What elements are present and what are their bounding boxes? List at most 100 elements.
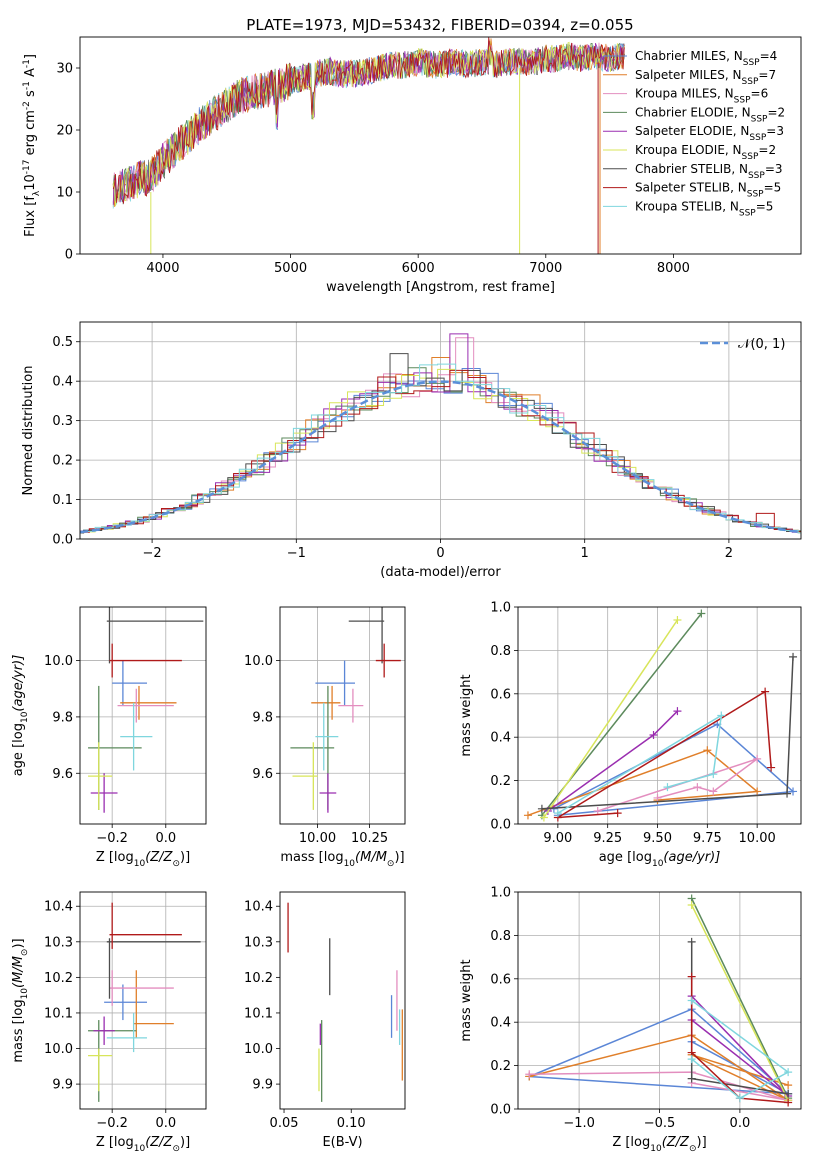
legend-label-7-part: SSP (747, 190, 764, 200)
marker-6-0 (687, 937, 696, 946)
z-mass-panel-x-label-part: 10 (134, 1144, 146, 1154)
ebv-mass-panel-x-label-part: E(B-V) (322, 1135, 362, 1150)
spectrum-y-label-part: s (23, 90, 38, 101)
ebv-mass-panel-x-label: E(B-V) (322, 1135, 362, 1150)
z-weight-panel-y-label-part: mass weight (459, 959, 474, 1041)
marker-8-2 (717, 711, 726, 720)
legend-label-7: Salpeter STELIB, NSSP=5 (635, 181, 781, 200)
spectrum-y-label-part: λ (32, 190, 42, 196)
legend-label-0: Chabrier MILES, NSSP=4 (635, 49, 777, 68)
z-weight-panel-x-label: Z [log10(Z/Z⊙)] (612, 1135, 706, 1154)
z-weight-panel-x-label-part: 10 (650, 1144, 662, 1154)
legend-label-6: Chabrier STELIB, NSSP=3 (635, 162, 783, 181)
legend-label-7-part: =5 (764, 181, 782, 195)
y-tick-label-3: 0.6 (490, 972, 511, 987)
age-weight-panel-series-5 (543, 619, 679, 818)
histogram-x-label-part: (data-model)/error (380, 565, 501, 580)
y-tick-label-1: 10.0 (44, 1042, 73, 1057)
y-tick-label-0: 0.0 (490, 1103, 511, 1118)
z-mass-panel-y-label-part: ⊙ (20, 949, 30, 957)
axes-frame (79, 606, 207, 825)
histogram-bars (80, 333, 801, 534)
y-tick-label-3: 10.2 (44, 971, 73, 986)
spectrum-title: PLATE=1973, MJD=53432, FIBERID=0394, z=0… (246, 16, 633, 34)
legend-label-3-part: Chabrier ELODIE, N (635, 105, 751, 119)
marker-8-3 (687, 996, 696, 1005)
marker-2-4 (593, 806, 602, 815)
legend-label-2-part: =6 (751, 87, 769, 101)
legend-label-3: Chabrier ELODIE, NSSP=2 (635, 105, 785, 124)
legend-label-8-part: Kroupa STELIB, N (635, 199, 739, 213)
x-tick-label-0: 4000 (146, 261, 179, 276)
z-mass-panel-y-label-part: )] (11, 938, 26, 948)
z-weight-panel-series-5 (691, 904, 789, 1101)
marker-4-2 (673, 707, 682, 716)
spectrum-x-label: wavelength [Angstrom, rest frame] (326, 280, 555, 295)
legend-label-0-part: SSP (743, 58, 760, 68)
x-tick-label-0: −0.2 (96, 831, 128, 846)
marker-8-1 (709, 770, 718, 779)
x-tick-label-0: −1.0 (563, 1116, 595, 1131)
mass-age-panel-errorbars (290, 607, 401, 813)
y-tick-label-3: 10.2 (244, 971, 273, 986)
marker-6-2 (784, 1089, 793, 1098)
y-tick-label-5: 1.0 (490, 601, 511, 616)
spectrum-y-label-part: erg cm (23, 110, 38, 159)
marker-8-0 (687, 1055, 696, 1064)
x-tick-label-1: 10.25 (351, 831, 388, 846)
marker-2-0 (525, 1070, 534, 1079)
legend-label-0-part: =4 (760, 49, 778, 63)
age-weight-panel-y-label-part: mass weight (459, 674, 474, 756)
histogram-y-label-part: Normed distribution (21, 366, 36, 496)
marker-1-1 (703, 746, 712, 755)
marker-1-0 (523, 811, 532, 820)
y-tick-label-0: 9.6 (252, 767, 273, 782)
marker-7-0 (613, 809, 622, 818)
x-tick-label-4: 8000 (657, 261, 690, 276)
spectrum-y-label-part: 10 (23, 174, 38, 191)
y-tick-label-1: 0.2 (490, 774, 511, 789)
spectrum-y-label-part: -1 (22, 59, 32, 68)
z-age-panel-y-label: age [log10(age/yr)] (11, 655, 30, 777)
z-mass-panel-x-label-part: Z [log (96, 1135, 134, 1150)
marker-7-2 (761, 687, 770, 696)
histogram-series-6 (80, 353, 801, 534)
y-tick-label-0: 9.6 (52, 767, 73, 782)
z-mass-panel-y-label-part: mass [log (11, 999, 26, 1062)
age-weight-panel-series-1 (527, 749, 760, 817)
y-tick-label-0: 0.0 (52, 533, 73, 548)
legend-label-5: Kroupa ELODIE, NSSP=2 (635, 143, 776, 162)
marker-8-0 (663, 783, 672, 792)
marker-7-0 (687, 972, 696, 981)
age-weight-panel-x-label-part: 10 (652, 859, 664, 869)
marker-2-3 (753, 754, 762, 763)
legend-label-1-part: =7 (758, 68, 776, 82)
y-tick-label-1: 0.1 (52, 493, 73, 508)
legend-label-4-part: SSP (749, 133, 766, 143)
histogram-series-4 (80, 333, 801, 533)
age-weight-panel: 9.00 9.25 9.50 9.75 10.00 0.0 0.2 0.4 0.6 0.8 1.0 a… (459, 601, 802, 869)
x-tick-label-3: 9.75 (693, 831, 722, 846)
z-weight-panel-series-3 (691, 898, 789, 1099)
age-weight-panel-y-label: mass weight (459, 674, 474, 756)
x-tick-label-2: 0 (436, 546, 444, 561)
y-tick-label-1: 0.2 (490, 1059, 511, 1074)
axes-frame (79, 891, 207, 1110)
spectrum-y-label-part: -17 (22, 160, 32, 175)
spectrum-y-label: Flux [fλ10-17 erg cm-2 s-1 A-1] (22, 54, 42, 237)
z-age-panel-errorbars (88, 607, 204, 813)
x-tick-label-1: 0.10 (337, 1116, 366, 1131)
axes-frame (279, 606, 406, 825)
y-tick-label-2: 20 (56, 124, 73, 139)
histogram-panel: −2 −1 0 1 2 0.0 0.1 0.2 0.3 0.4 0.5 𝒩(0, 1) (data-mo… (21, 321, 802, 580)
x-tick-label-1: −0.5 (644, 1116, 676, 1131)
z-mass-panel-errorbars (88, 902, 201, 1102)
age-weight-panel-series-8 (557, 714, 723, 814)
y-tick-label-5: 1.0 (490, 886, 511, 901)
z-mass-panel-x-label-part: (Z/Z (145, 1135, 173, 1150)
mass-age-panel-x-label-part: 10 (344, 859, 356, 869)
legend-label-2-part: SSP (734, 96, 751, 106)
x-tick-label-0: 0.05 (270, 1116, 299, 1131)
y-tick-label-3: 30 (56, 62, 73, 77)
y-tick-label-4: 0.4 (52, 375, 73, 390)
